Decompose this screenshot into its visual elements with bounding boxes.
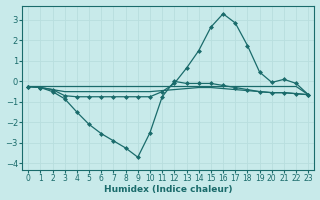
X-axis label: Humidex (Indice chaleur): Humidex (Indice chaleur) bbox=[104, 185, 233, 194]
